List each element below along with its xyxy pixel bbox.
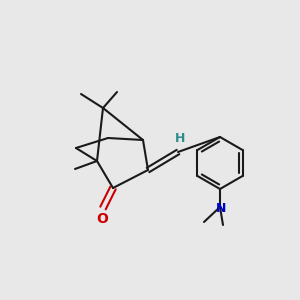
Text: H: H bbox=[175, 131, 185, 145]
Text: N: N bbox=[216, 202, 226, 214]
Text: O: O bbox=[96, 212, 108, 226]
